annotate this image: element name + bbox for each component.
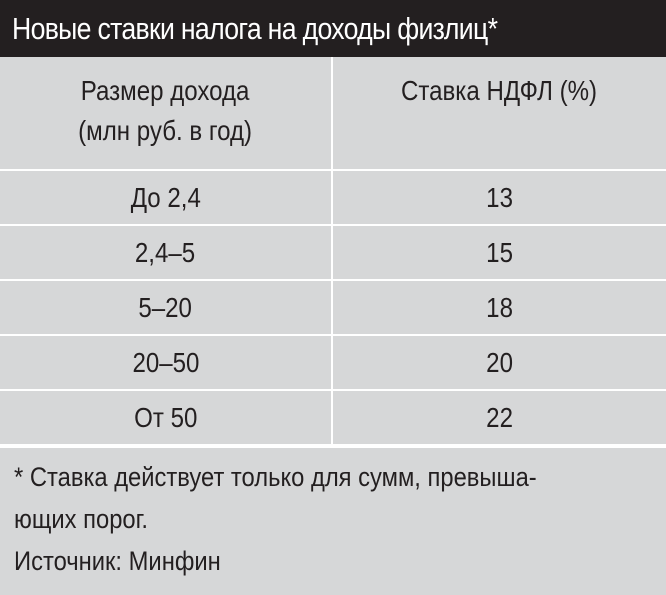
rate-cell: 22: [331, 389, 666, 446]
income-cell: 2,4–5: [0, 224, 333, 281]
income-cell: До 2,4: [0, 169, 333, 226]
footnote: * Ставка действует только для сумм, прев…: [0, 446, 666, 582]
header-row: Размер дохода (млн руб. в год) Ставка НДФ…: [0, 57, 666, 171]
header-rate: Ставка НДФЛ (%): [331, 57, 666, 171]
header-income-line2: (млн руб. в год): [78, 115, 253, 146]
rate-cell: 13: [331, 169, 666, 226]
footnote-line: ющих порог.: [14, 504, 149, 534]
header-income: Размер дохода (млн руб. в год): [0, 57, 333, 171]
income-cell: 20–50: [0, 334, 333, 391]
tax-rate-table: Размер дохода (млн руб. в год) Ставка НДФ…: [0, 57, 666, 446]
rate-cell: 20: [331, 334, 666, 391]
header-income-line1: Размер дохода: [81, 75, 250, 106]
table-row: 5–20 18: [0, 279, 666, 336]
table-row: 20–50 20: [0, 334, 666, 391]
table-row: 2,4–5 15: [0, 224, 666, 281]
income-cell: От 50: [0, 389, 333, 446]
table-title: Новые ставки налога на доходы физлиц*: [0, 0, 666, 57]
table-row: От 50 22: [0, 389, 666, 446]
source-note: Источник: Минфин: [14, 546, 221, 576]
header-rate-label: Ставка НДФЛ (%): [401, 75, 598, 106]
table-row: До 2,4 13: [0, 169, 666, 226]
income-cell: 5–20: [0, 279, 333, 336]
rate-cell: 15: [331, 224, 666, 281]
rate-cell: 18: [331, 279, 666, 336]
footnote-line: * Ставка действует только для сумм, прев…: [14, 462, 537, 492]
